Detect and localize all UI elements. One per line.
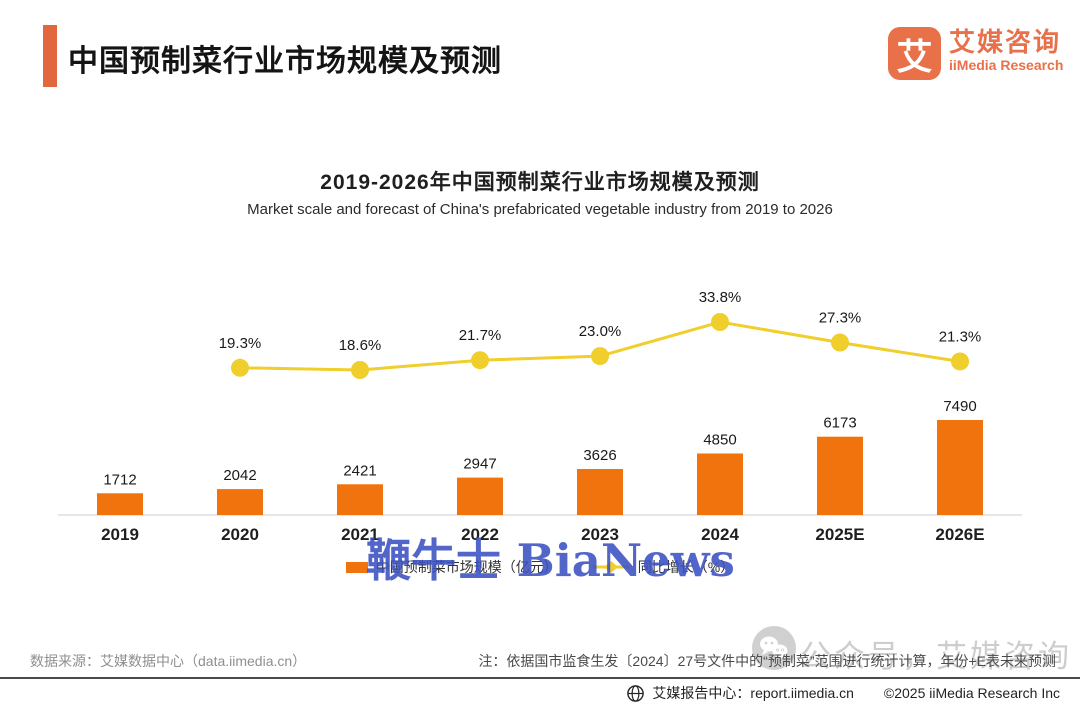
bar-value-label: 1712 [103,471,136,488]
page-title: 中国预制菜行业市场规模及预测 [68,45,502,78]
bar-value-label: 3626 [583,447,616,464]
bar-value-label: 7490 [943,398,976,415]
growth-point [591,347,609,366]
bar-2022 [457,477,503,515]
bar-value-label: 2947 [463,456,496,473]
x-tick-label: 2025E [815,525,864,544]
logo-name-en: iiMedia Research [949,57,1064,73]
bar-value-label: 2042 [223,467,256,484]
growth-point [711,313,729,331]
iimedia-logo-icon: 艾 [888,27,941,80]
bar-2025E [817,436,863,515]
globe-icon [627,684,645,702]
x-tick-label: 2021 [341,525,379,544]
chart-title: 2019-2026年中国预制菜行业市场规模及预测 [320,171,760,194]
x-tick-label: 2022 [461,525,499,544]
bar-2024 [697,453,743,515]
growth-rate-label: 23.0% [579,323,622,340]
bianews-watermark: 鞭牛士 BiaNews [366,534,735,587]
growth-rate-label: 33.8% [699,289,742,306]
growth-point [231,358,249,377]
legend-label-growth: 同比增长（%） [637,559,735,575]
growth-rate-label: 18.6% [339,337,382,354]
bar-2019 [97,493,143,515]
chart-subtitle: Market scale and forecast of China's pre… [247,201,833,218]
statistics-note: 注：依据国市监食生发〔2024〕27号文件中的“预制菜”范围进行统计计算，年份+… [478,653,1056,669]
growth-point [471,351,489,370]
legend-swatch-market-scale [345,561,368,573]
growth-rate-label: 19.3% [219,335,262,352]
x-tick-label: 2023 [581,525,619,544]
wechat-account-watermark: 公众号，艾媒咨询 [800,639,1072,674]
growth-point [831,333,849,352]
footer-bar: 艾媒报告中心：report.iimedia.cn ©2025 iiMedia R… [627,683,1060,702]
x-tick-label: 2026E [935,525,984,544]
growth-point [951,352,969,371]
bar-2021 [337,484,383,515]
growth-rate-label: 27.3% [819,310,862,327]
growth-point [351,361,369,379]
growth-rate-label: 21.7% [459,327,502,344]
report-center-link: 艾媒报告中心：report.iimedia.cn [652,685,854,701]
iimedia-logo-text: 艾媒咨询 iiMedia Research [949,27,1063,73]
bar-2023 [577,469,623,515]
data-source-note: 数据来源：艾媒数据中心（data.iimedia.cn） [30,653,307,669]
chart-legend: 中国预制菜市场规模（亿元） 同比增长（%） [0,557,1080,577]
x-tick-label: 2019 [101,525,139,544]
bar-line-chart: 1712 2019 2042 2020 2421 2021 2947 2022 3626 2023… [58,289,1022,544]
x-tick-label: 2020 [221,525,259,544]
bar-value-label: 4850 [703,431,736,448]
bar-2026E [937,420,983,515]
bar-value-label: 2421 [343,462,376,479]
logo-name-cn: 艾媒咨询 [949,27,1062,57]
bar-value-label: 6173 [823,415,856,432]
copyright-text: ©2025 iiMedia Research Inc [883,685,1060,701]
x-tick-label: 2024 [701,525,739,544]
bar-2020 [217,489,263,515]
iimedia-logo: 艾 艾媒咨询 iiMedia Research [888,27,1063,80]
legend-label-market-scale: 中国预制菜市场规模（亿元） [375,559,558,575]
footer-divider [0,677,1080,679]
legend-marker-growth [592,561,629,573]
wechat-icon [752,626,796,670]
title-accent-bar [43,25,57,87]
growth-rate-label: 21.3% [939,328,982,345]
